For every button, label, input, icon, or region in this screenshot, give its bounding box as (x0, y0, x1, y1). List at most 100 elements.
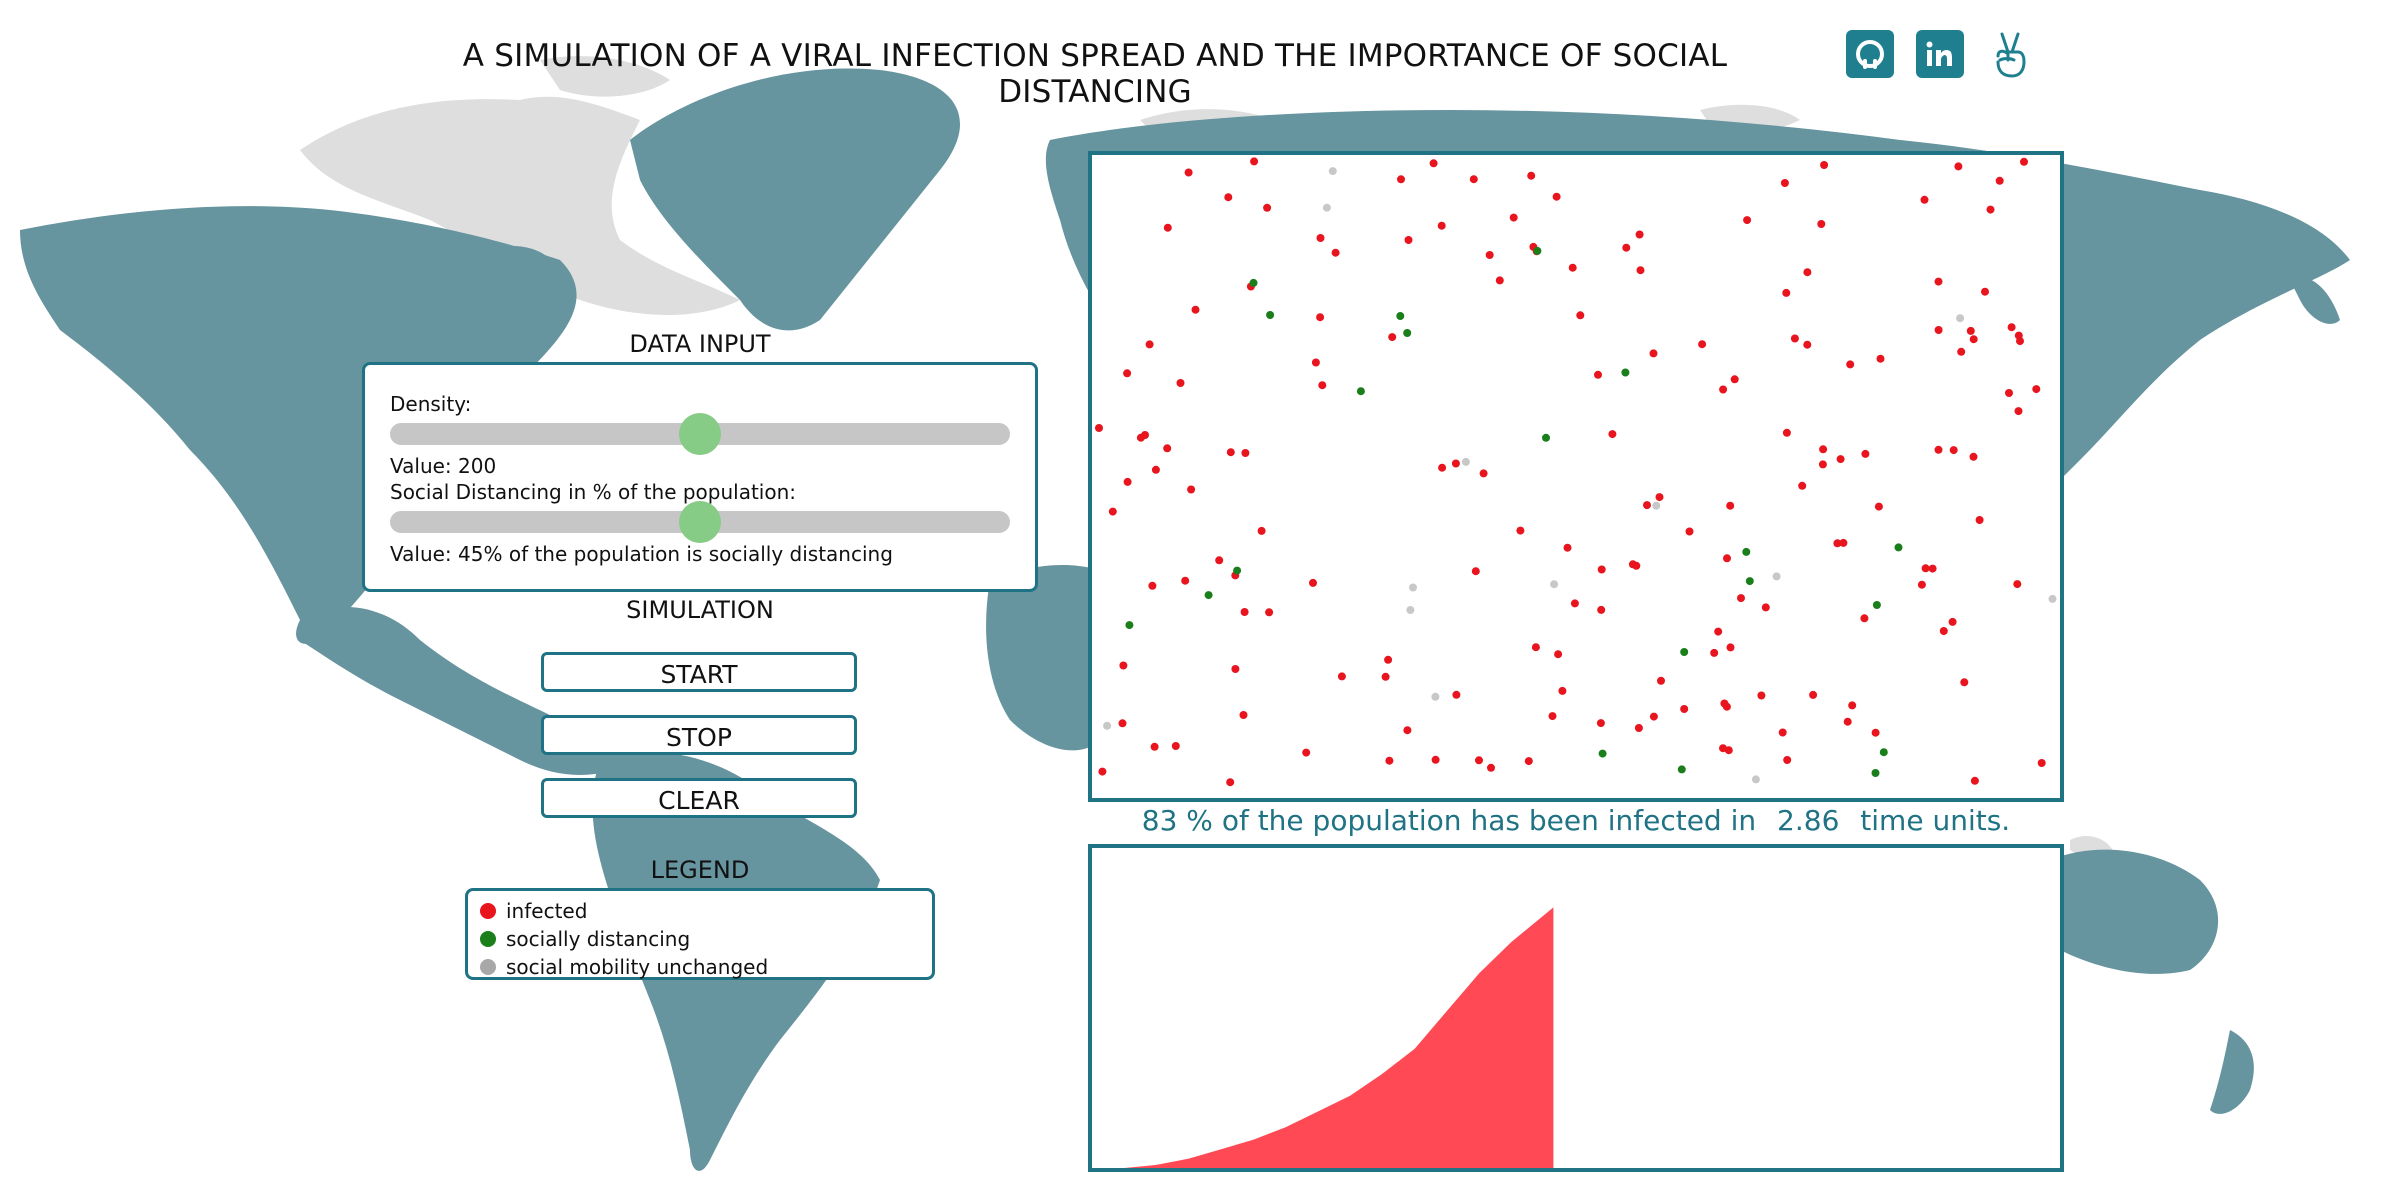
infected-person-dot (1226, 778, 1235, 787)
infected-person-dot (1790, 334, 1799, 343)
infected-person-dot (1302, 748, 1311, 757)
start-button[interactable]: START (541, 652, 857, 692)
legend-item-distancing: socially distancing (480, 925, 932, 953)
github-icon[interactable] (1846, 30, 1894, 78)
unchanged-person-dot (2048, 594, 2057, 603)
infected-person-dot (1187, 485, 1196, 494)
infected-person-dot (1724, 746, 1733, 755)
infected-person-dot (1622, 243, 1631, 252)
infected-person-dot (1720, 699, 1729, 708)
infected-person-dot (1098, 767, 1107, 776)
infected-person-dot (1657, 676, 1665, 685)
legend-label-infected: infected (506, 899, 588, 923)
angellist-icon[interactable] (1986, 30, 2034, 78)
infected-person-dot (1848, 701, 1857, 710)
infected-person-dot (1509, 213, 1518, 222)
infected-person-dot (2013, 580, 2022, 589)
distancing-slider-thumb[interactable] (679, 501, 721, 543)
infected-person-dot (1429, 159, 1438, 168)
infected-person-dot (2037, 759, 2046, 767)
infected-person-dot (1118, 719, 1127, 728)
distancing-slider[interactable] (390, 501, 1010, 543)
infected-person-dot (1934, 277, 1943, 286)
social-links (1846, 30, 2034, 78)
stop-button[interactable]: STOP (541, 715, 857, 755)
infected-person-dot (1798, 481, 1807, 490)
infected-person-dot (1151, 465, 1160, 474)
infection-result: 83 % of the population has been infected… (1088, 803, 2064, 839)
distancing-dot (480, 931, 496, 947)
infected-person-dot (1649, 712, 1658, 721)
infected-person-dot (1452, 690, 1461, 699)
infected-person-dot (1981, 287, 1989, 296)
clear-button[interactable]: CLEAR (541, 778, 857, 818)
linkedin-icon[interactable] (1916, 30, 1964, 78)
distancing-person-dot (1745, 577, 1754, 586)
infected-dot (480, 903, 496, 919)
infected-person-dot (1381, 672, 1390, 681)
infected-person-dot (1171, 742, 1180, 750)
infected-person-dot (1861, 449, 1870, 458)
infected-person-dot (2007, 323, 2016, 332)
unchanged-person-dot (1328, 167, 1337, 176)
infected-person-dot (1176, 379, 1185, 387)
infected-person-dot (1803, 340, 1812, 349)
infected-person-dot (1191, 305, 1200, 314)
infected-person-dot (1451, 459, 1460, 468)
infected-person-dot (1957, 347, 1966, 356)
infected-person-dot (1778, 728, 1787, 737)
infected-person-dot (1250, 157, 1259, 166)
infected-person-dot (1495, 276, 1504, 285)
infected-person-dot (1257, 526, 1266, 535)
infected-person-dot (1576, 311, 1585, 320)
infected-person-dot (1318, 381, 1327, 390)
infected-person-dot (1710, 648, 1719, 657)
infected-person-dot (2014, 407, 2023, 416)
distancing-person-dot (1621, 368, 1630, 377)
infected-person-dot (1634, 724, 1643, 732)
infected-person-dot (2020, 157, 2028, 166)
infected-person-dot (1949, 446, 1958, 455)
infected-person-dot (1337, 672, 1346, 681)
infected-person-dot (1608, 430, 1617, 439)
infected-person-dot (1150, 742, 1159, 751)
infected-person-dot (1818, 460, 1827, 469)
legend-label-unchanged: social mobility unchanged (506, 955, 769, 979)
page-title: A SIMULATION OF A VIRAL INFECTION SPREAD… (462, 38, 1728, 110)
density-slider-thumb[interactable] (679, 413, 721, 455)
distancing-person-dot (1533, 246, 1542, 255)
infected-person-dot (1726, 643, 1735, 652)
infected-person-dot (1921, 564, 1930, 573)
infected-person-dot (1817, 220, 1826, 228)
infected-person-dot (1531, 643, 1540, 652)
infected-person-dot (1846, 360, 1855, 369)
infected-person-dot (1095, 424, 1103, 432)
distancing-person-dot (1598, 749, 1607, 758)
density-slider[interactable] (390, 413, 1010, 455)
unchanged-person-dot (1409, 583, 1417, 592)
result-time-units: time units. (1860, 804, 2011, 837)
infected-person-dot (1558, 686, 1567, 695)
legend-item-infected: infected (480, 897, 932, 925)
infected-person-dot (1876, 354, 1885, 363)
unchanged-person-dot (1550, 580, 1559, 589)
distancing-label: Social Distancing in % of the population… (390, 480, 797, 504)
infected-person-dot (1471, 567, 1480, 576)
distancing-value: Value: 45% of the population is socially… (390, 542, 893, 566)
infected-person-dot (1698, 340, 1707, 349)
distancing-person-dot (1871, 769, 1880, 777)
infected-person-dot (1809, 690, 1818, 699)
distancing-person-dot (1680, 648, 1689, 656)
unchanged-person-dot (1751, 775, 1760, 784)
infected-person-dot (1331, 248, 1340, 257)
unchanged-person-dot (1431, 692, 1440, 701)
distancing-person-dot (1872, 601, 1881, 609)
distancing-person-dot (1879, 748, 1888, 757)
infected-person-dot (1948, 617, 1957, 626)
infected-person-dot (1527, 171, 1536, 180)
infected-person-dot (1388, 333, 1397, 342)
infected-person-dot (1548, 712, 1557, 721)
infected-person-dot (1874, 502, 1883, 511)
infected-person-dot (1309, 578, 1317, 587)
infected-person-dot (1119, 661, 1128, 670)
